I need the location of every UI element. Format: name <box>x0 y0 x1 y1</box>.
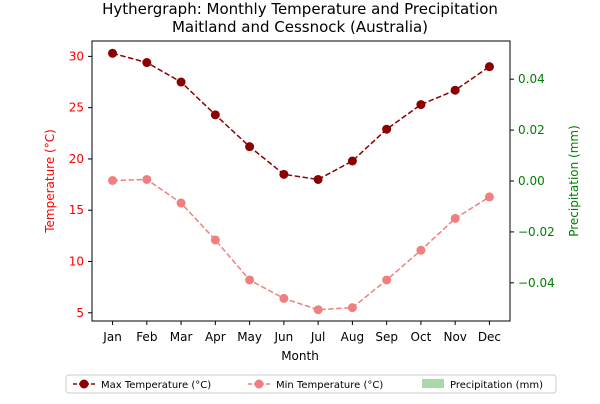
legend-precip-label: Precipitation (mm) <box>450 380 543 391</box>
min-temp-point <box>313 305 323 315</box>
right-y-tick-label: −0.04 <box>518 276 555 290</box>
x-tick-label: Mar <box>170 330 193 344</box>
legend: Max Temperature (°C) Min Temperature (°C… <box>65 374 557 394</box>
chart-title: Hythergraph: Monthly Temperature and Pre… <box>102 0 498 18</box>
x-tick-label: Jun <box>273 330 293 344</box>
left-y-tick-label: 15 <box>69 203 84 217</box>
min-temp-point <box>108 175 118 185</box>
right-y-axis-label: Precipitation (mm) <box>567 125 581 237</box>
max-temp-point <box>210 110 220 120</box>
left-y-axis-label: Temperature (°C) <box>43 129 57 234</box>
series-layer <box>108 48 494 315</box>
left-y-tick-label: 10 <box>69 255 84 269</box>
min-temp-point <box>450 213 460 223</box>
min-temp-point <box>142 174 152 184</box>
max-temp-point <box>313 174 323 184</box>
max-temp-point <box>245 142 255 152</box>
left-y-tick-label: 5 <box>76 306 84 320</box>
x-tick-label: Jan <box>102 330 122 344</box>
x-tick-label: May <box>237 330 262 344</box>
max-temp-point <box>176 77 186 87</box>
max-temp-point <box>382 124 392 134</box>
x-tick-label: Nov <box>443 330 466 344</box>
max-temp-point <box>108 48 118 58</box>
min-temp-point <box>210 235 220 245</box>
max-temp-point <box>279 169 289 179</box>
min-temp-point <box>484 192 494 202</box>
max-temp-point <box>450 85 460 95</box>
min-temp-line <box>112 178 490 311</box>
chart-subtitle: Maitland and Cessnock (Australia) <box>172 18 428 36</box>
min-temp-point <box>347 303 357 313</box>
legend-min-temp-label: Min Temperature (°C) <box>276 380 383 391</box>
min-temp-point <box>382 275 392 285</box>
max-temp-point <box>142 58 152 68</box>
max-temp-line <box>112 52 490 181</box>
legend-max-temp-label: Max Temperature (°C) <box>101 380 211 391</box>
x-tick-label: Aug <box>341 330 364 344</box>
max-temp-point <box>484 62 494 72</box>
max-temp-point <box>416 100 426 110</box>
max-temp-point <box>347 156 357 166</box>
x-tick-label: Feb <box>136 330 157 344</box>
x-tick-label: Dec <box>478 330 501 344</box>
legend-precip-swatch <box>422 379 444 388</box>
min-temp-point <box>279 293 289 303</box>
min-temp-point <box>176 198 186 208</box>
x-tick-label: Sep <box>375 330 398 344</box>
plot-frame <box>91 40 511 322</box>
x-tick-label: Apr <box>205 330 226 344</box>
axes-layer: Jan Feb Mar Apr May Jun Jul Aug Sep Oct Nov Dec 5 10 1… <box>69 40 555 344</box>
right-y-tick-label: 0.04 <box>518 72 545 86</box>
min-temp-point <box>416 245 426 255</box>
x-axis-label: Month <box>281 349 319 363</box>
left-y-tick-label: 20 <box>69 152 84 166</box>
left-y-tick-label: 25 <box>69 101 84 115</box>
legend-max-temp-marker <box>79 379 89 389</box>
min-temp-point <box>245 275 255 285</box>
x-tick-label: Jul <box>310 330 325 344</box>
left-y-tick-label: 30 <box>69 49 84 63</box>
right-y-tick-label: 0.00 <box>518 174 545 188</box>
x-tick-label: Oct <box>411 330 432 344</box>
right-y-tick-label: 0.02 <box>518 123 545 137</box>
right-y-tick-label: −0.02 <box>518 225 555 239</box>
legend-min-temp-marker <box>254 379 264 389</box>
